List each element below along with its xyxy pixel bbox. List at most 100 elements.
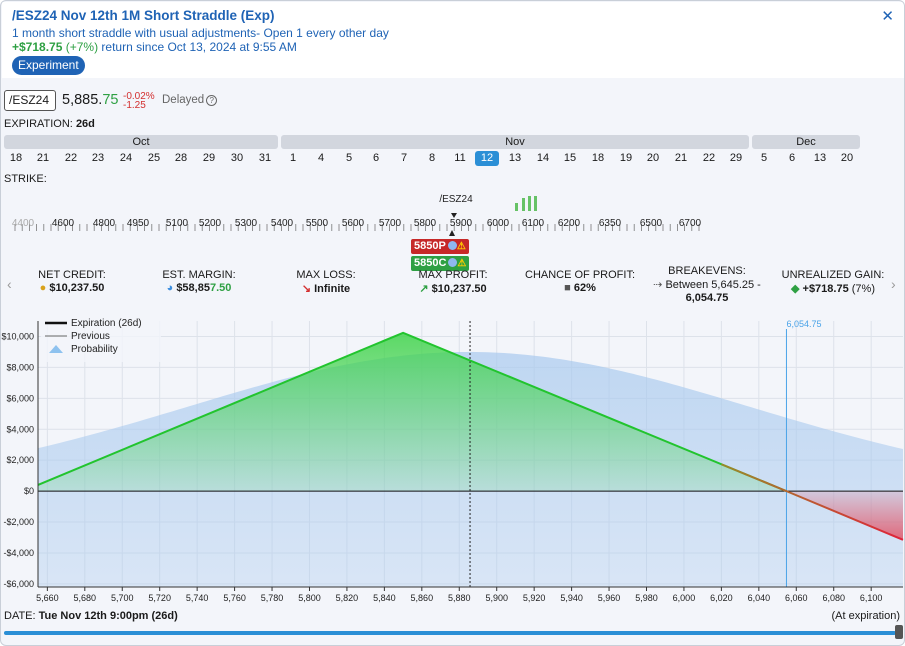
x-tick-label: 5,760 — [223, 593, 246, 603]
stat-chance: CHANCE OF PROFIT: ■ 62% — [525, 269, 635, 294]
day-14[interactable]: 7 — [400, 152, 408, 164]
day-17[interactable]: 12 — [475, 151, 499, 166]
day-13[interactable]: 6 — [372, 152, 380, 164]
day-22[interactable]: 19 — [619, 152, 633, 164]
day-26[interactable]: 29 — [729, 152, 743, 164]
expiration-value: 26d — [75, 118, 95, 130]
x-tick-label: 6,060 — [785, 593, 808, 603]
day-11[interactable]: 4 — [317, 152, 325, 164]
y-tick-label: $0 — [24, 486, 34, 496]
day-27[interactable]: 5 — [760, 152, 768, 164]
day-8[interactable]: 30 — [230, 152, 244, 164]
pl-chart[interactable]: 6,054.75 5,660 5,680 5,700 5,720 5,740 5,760 5… — [1, 315, 905, 607]
put-strike-tag[interactable]: 5850P ⚠ — [411, 239, 469, 254]
day-12[interactable]: 5 — [345, 152, 353, 164]
experiment-badge[interactable]: Experiment — [12, 56, 85, 75]
legend-expiration: Expiration (26d) — [71, 318, 142, 329]
stat-breakevens: BREAKEVENS: ⇢ Between 5,645.25 - 6,054.7… — [645, 265, 769, 304]
strike-selector[interactable]: 4400 4600 4800 4950 5100 5200 5300 5400 5500 5600… — [1, 191, 905, 239]
stat-max-profit: MAX PROFIT: ↗ $10,237.50 — [415, 269, 491, 295]
day-24[interactable]: 21 — [674, 152, 688, 164]
breakeven-label: 6,054.75 — [786, 319, 821, 329]
day-25[interactable]: 22 — [702, 152, 716, 164]
day-6[interactable]: 28 — [174, 152, 188, 164]
date-value: Tue Nov 12th 9:00pm (26d) — [38, 610, 178, 622]
max-profit-label: MAX PROFIT: — [418, 269, 488, 281]
est-margin-label: EST. MARGIN: — [162, 269, 236, 281]
expiration-label: EXPIRATION: 26d — [4, 118, 95, 130]
strike-label: STRIKE: — [4, 173, 47, 185]
day-1[interactable]: 21 — [36, 152, 50, 164]
y-tick-label: $10,000 — [1, 331, 34, 341]
day-29[interactable]: 13 — [813, 152, 827, 164]
strike-tick-label: 5900 — [450, 218, 473, 229]
money-bag-icon: ◆ — [790, 283, 800, 295]
strategy-description: 1 month short straddle with usual adjust… — [12, 26, 389, 40]
y-tick-label: $2,000 — [6, 455, 34, 465]
arrows-icon: ⇢ — [653, 279, 663, 291]
month-nov[interactable]: Nov — [281, 135, 749, 149]
strike-tick-label: 5500 — [306, 218, 329, 229]
return-amount: +$718.75 — [12, 40, 63, 54]
expiration-line — [37, 331, 787, 493]
day-10[interactable]: 1 — [289, 152, 297, 164]
date-slider-handle[interactable] — [895, 625, 903, 639]
coins-icon: ● — [39, 282, 47, 294]
day-30[interactable]: 20 — [840, 152, 854, 164]
x-tick-label: 5,780 — [261, 593, 284, 603]
warning-icon: ⚠ — [457, 258, 467, 269]
dollar-icon — [447, 241, 457, 250]
day-0[interactable]: 18 — [9, 152, 23, 164]
loss-area — [786, 491, 903, 540]
day-18[interactable]: 13 — [508, 152, 522, 164]
strike-tick-label: 6200 — [558, 218, 581, 229]
unrealized-label: UNREALIZED GAIN: — [781, 269, 885, 281]
x-tick-label: 5,920 — [523, 593, 546, 603]
day-2[interactable]: 22 — [64, 152, 78, 164]
breakevens-label: BREAKEVENS: — [668, 265, 746, 277]
day-28[interactable]: 6 — [788, 152, 796, 164]
strike-tick-label: 4400 — [12, 218, 35, 229]
prev-arrow-icon[interactable]: ‹ — [7, 276, 12, 292]
stat-max-loss: MAX LOSS: ↘ Infinite — [293, 269, 359, 295]
strike-tick-label: 5100 — [166, 218, 189, 229]
day-4[interactable]: 24 — [119, 152, 133, 164]
day-9[interactable]: 31 — [258, 152, 272, 164]
day-23[interactable]: 20 — [646, 152, 660, 164]
price-decimal: 75 — [102, 92, 119, 108]
day-7[interactable]: 29 — [202, 152, 216, 164]
day-5[interactable]: 25 — [147, 152, 161, 164]
month-oct[interactable]: Oct — [4, 135, 278, 149]
month-dec[interactable]: Dec — [752, 135, 860, 149]
net-credit-label: NET CREDIT: — [38, 269, 106, 281]
y-tick-label: $8,000 — [6, 362, 34, 372]
dice-icon: ■ — [564, 282, 571, 294]
help-icon[interactable]: ? — [206, 95, 218, 106]
pie-icon: ◕ — [166, 282, 174, 294]
day-21[interactable]: 18 — [591, 152, 605, 164]
call-strike-tag[interactable]: 5850C ⚠ — [411, 256, 470, 271]
day-19[interactable]: 14 — [536, 152, 550, 164]
y-tick-label: -$4,000 — [3, 548, 34, 558]
day-3[interactable]: 23 — [91, 152, 105, 164]
day-16[interactable]: 11 — [454, 152, 466, 164]
x-tick-label: 6,080 — [822, 593, 845, 603]
header: /ESZ24 Nov 12th 1M Short Straddle (Exp) … — [2, 2, 904, 78]
net-credit-value: ● $10,237.50 — [39, 282, 105, 294]
strike-tick-label: 6100 — [522, 218, 545, 229]
strike-marker-icon — [449, 230, 455, 236]
strike-tick-label: 5200 — [199, 218, 222, 229]
x-tick-label: 5,720 — [148, 593, 171, 603]
legend-previous: Previous — [71, 331, 110, 342]
close-icon[interactable]: ✕ — [881, 8, 894, 25]
x-tick-label: 5,980 — [635, 593, 658, 603]
date-slider[interactable] — [4, 631, 896, 635]
strike-tick-label: 5300 — [235, 218, 258, 229]
next-arrow-icon[interactable]: › — [891, 276, 896, 292]
change-pct: -0.02% — [123, 91, 155, 102]
day-20[interactable]: 15 — [563, 152, 577, 164]
symbol-input[interactable]: /ESZ24 — [4, 90, 56, 111]
put-tag-label: 5850P — [414, 240, 446, 252]
day-15[interactable]: 8 — [428, 152, 436, 164]
